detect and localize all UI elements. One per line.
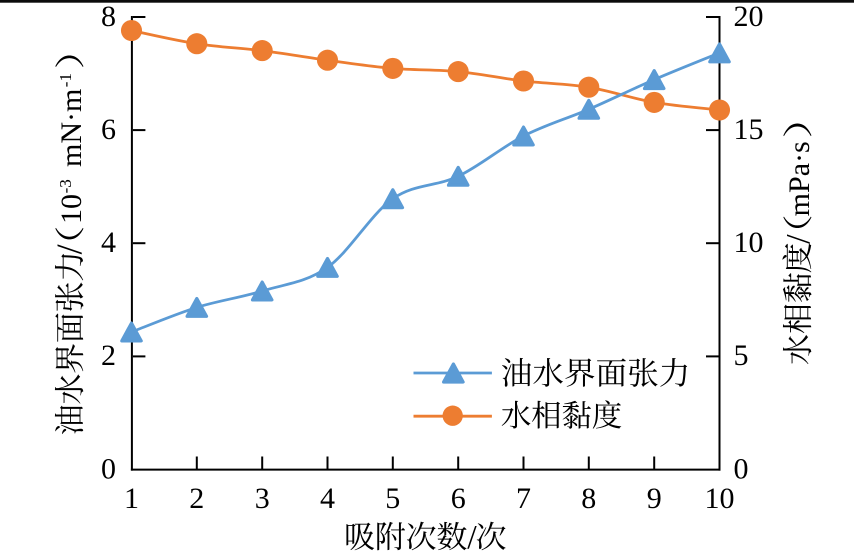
svg-text:10: 10	[55, 194, 88, 224]
svg-text:8: 8	[581, 482, 596, 515]
svg-text:/: /	[49, 244, 89, 254]
svg-text:10: 10	[734, 226, 764, 259]
svg-text:3: 3	[255, 482, 270, 515]
svg-text:-1: -1	[56, 73, 75, 87]
svg-text:0: 0	[101, 452, 116, 485]
svg-text:8: 8	[101, 0, 116, 33]
svg-text:6: 6	[101, 113, 116, 146]
svg-text:0: 0	[734, 452, 749, 485]
svg-text:/: /	[780, 234, 817, 244]
svg-text:4: 4	[101, 226, 116, 259]
svg-text:mPa·s: mPa·s	[783, 141, 816, 216]
svg-text:/: /	[467, 519, 477, 555]
svg-text:-3: -3	[56, 179, 75, 193]
svg-text:6: 6	[451, 482, 466, 515]
svg-text:20: 20	[734, 0, 764, 33]
svg-text:5: 5	[734, 339, 749, 372]
svg-text:mN·m: mN·m	[55, 89, 88, 167]
svg-text:1: 1	[124, 482, 139, 515]
svg-text:2: 2	[101, 339, 116, 372]
svg-text:15: 15	[734, 113, 764, 146]
svg-text:5: 5	[385, 482, 400, 515]
svg-text:7: 7	[516, 482, 531, 515]
svg-text:9: 9	[647, 482, 662, 515]
svg-text:10: 10	[705, 482, 735, 515]
svg-text:4: 4	[320, 482, 335, 515]
svg-text:2: 2	[189, 482, 204, 515]
